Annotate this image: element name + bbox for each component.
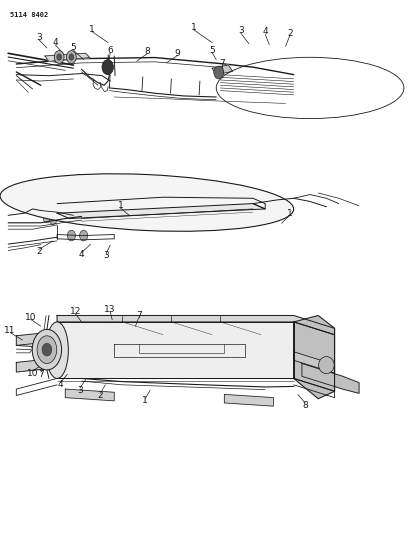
Text: 4: 4 — [58, 381, 63, 389]
Text: 3: 3 — [103, 252, 109, 260]
Polygon shape — [212, 65, 233, 75]
Polygon shape — [302, 364, 359, 393]
Text: 2: 2 — [36, 247, 42, 256]
Circle shape — [69, 54, 74, 60]
Text: 1: 1 — [142, 397, 148, 405]
Text: 3: 3 — [238, 27, 244, 35]
Text: 5: 5 — [209, 46, 215, 55]
Text: 5114 8402: 5114 8402 — [10, 12, 49, 18]
Circle shape — [214, 66, 224, 79]
Ellipse shape — [46, 322, 69, 378]
Polygon shape — [57, 322, 294, 378]
Text: 2: 2 — [287, 29, 293, 38]
Polygon shape — [224, 394, 273, 406]
Text: 7: 7 — [136, 311, 142, 320]
Ellipse shape — [319, 357, 334, 374]
Polygon shape — [294, 316, 335, 399]
Text: 9: 9 — [175, 49, 180, 58]
Polygon shape — [57, 204, 265, 219]
Circle shape — [54, 51, 64, 63]
Text: 3: 3 — [36, 33, 42, 42]
Text: 8: 8 — [144, 47, 150, 56]
Polygon shape — [294, 322, 335, 391]
Text: 7: 7 — [38, 370, 44, 378]
Circle shape — [49, 215, 57, 224]
Circle shape — [67, 230, 75, 241]
Text: 13: 13 — [104, 305, 116, 313]
Circle shape — [57, 54, 62, 60]
Ellipse shape — [32, 329, 62, 370]
Text: 4: 4 — [52, 38, 58, 47]
Text: 1: 1 — [191, 23, 197, 32]
Text: 6: 6 — [107, 46, 113, 55]
Polygon shape — [45, 53, 90, 61]
Polygon shape — [16, 358, 57, 372]
Text: 1: 1 — [287, 209, 293, 217]
Polygon shape — [294, 352, 335, 373]
Text: 8: 8 — [302, 401, 308, 409]
Polygon shape — [65, 389, 114, 401]
Text: 4: 4 — [79, 251, 84, 259]
Text: 2: 2 — [98, 391, 103, 400]
Circle shape — [80, 230, 88, 241]
Circle shape — [102, 60, 113, 75]
Circle shape — [43, 213, 51, 223]
Ellipse shape — [0, 174, 294, 231]
Polygon shape — [16, 332, 57, 345]
Polygon shape — [57, 316, 335, 335]
Text: 4: 4 — [262, 28, 268, 36]
Circle shape — [67, 51, 76, 63]
Text: 10: 10 — [25, 313, 36, 321]
Text: 1: 1 — [89, 25, 95, 34]
Circle shape — [42, 343, 52, 356]
Text: 1: 1 — [118, 201, 123, 210]
Text: 12: 12 — [70, 308, 81, 316]
Text: 10: 10 — [27, 369, 38, 377]
Text: 11: 11 — [4, 326, 16, 335]
Ellipse shape — [37, 336, 57, 364]
Text: 5: 5 — [71, 44, 76, 52]
Text: 3: 3 — [77, 386, 83, 394]
Text: 7: 7 — [220, 60, 225, 68]
